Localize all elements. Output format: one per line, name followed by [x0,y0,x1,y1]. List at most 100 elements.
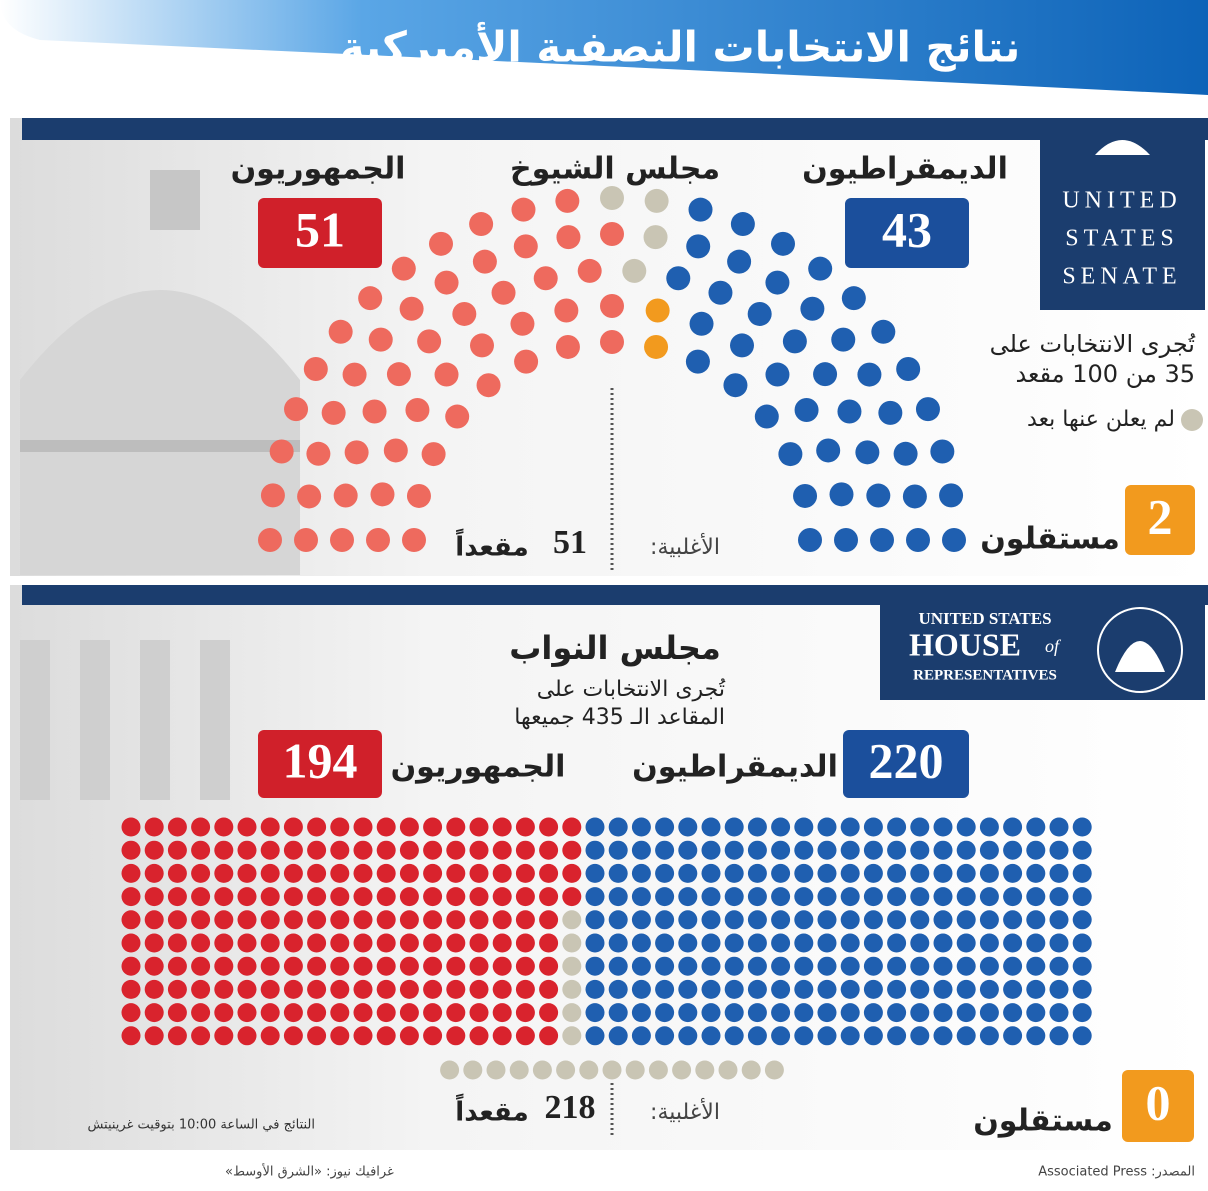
seat [1026,1003,1045,1022]
seat [354,841,373,860]
seat [145,910,164,929]
seat [330,887,349,906]
seat [1073,957,1092,976]
majority-label: الأغلبية: [650,533,720,560]
seat [214,910,233,929]
seat [493,980,512,999]
seat [122,818,141,837]
seat [470,333,494,357]
seat [191,934,210,953]
seat [586,980,605,999]
seat [748,302,772,326]
seat [930,439,954,463]
seat [1050,980,1069,999]
party-label: الديمقراطيون [802,152,1008,187]
seat [334,484,358,508]
seat [554,298,578,322]
seat [387,362,411,386]
seat [446,1003,465,1022]
seat [377,957,396,976]
seat [400,887,419,906]
seat [600,186,624,210]
seat [423,957,442,976]
seat [562,1026,581,1045]
seat [516,818,535,837]
seat [516,910,535,929]
seat [562,841,581,860]
seat [645,189,669,213]
seat [238,957,257,976]
seat [957,1003,976,1022]
independent-number: 2 [1148,488,1173,544]
seat [980,887,999,906]
seat [765,1061,784,1080]
seat [440,1061,459,1080]
seat [423,934,442,953]
seat [363,399,387,423]
seat [725,957,744,976]
seat [771,841,790,860]
seat [655,841,674,860]
seat [562,910,581,929]
seat [980,910,999,929]
seat [261,910,280,929]
seat [957,980,976,999]
house-logo-text: UNITED STATES [918,609,1051,628]
seat [1073,934,1092,953]
seat [539,957,558,976]
seat [1003,957,1022,976]
seat [794,841,813,860]
seat [562,887,581,906]
seat [690,312,714,336]
seat [446,864,465,883]
seat [586,818,605,837]
seat [841,957,860,976]
seat [864,980,883,999]
seat [1003,934,1022,953]
seat [957,1026,976,1045]
seat [910,1026,929,1045]
seat [842,286,866,310]
source: المصدر: Associated Press [1038,1165,1195,1180]
seat [748,887,767,906]
seat [957,910,976,929]
note: تُجرى الانتخابات على [537,677,726,702]
seat [384,438,408,462]
seat [957,841,976,860]
seat [980,957,999,976]
seat [511,198,535,222]
party-label: الجمهوريون [391,750,566,785]
seat [910,1003,929,1022]
seat [435,271,459,295]
seat [145,934,164,953]
seat [261,887,280,906]
infographic: نتائج الانتخابات النصفية الأميركية UNITE… [0,0,1208,1191]
seat [354,934,373,953]
seat [794,1003,813,1022]
seat [957,957,976,976]
seat [354,957,373,976]
seat [916,397,940,421]
senate-logo-text: SENATE [1062,264,1181,290]
seat [330,910,349,929]
seat [493,864,512,883]
seat [400,1003,419,1022]
credit: غرافيك نيوز: «الشرق الأوسط» [225,1163,394,1180]
seat [400,297,424,321]
seat [214,980,233,999]
seat [1050,841,1069,860]
seat [539,841,558,860]
seat [864,934,883,953]
seat [748,934,767,953]
seat [771,1003,790,1022]
seat [980,818,999,837]
seat [345,440,369,464]
seat [586,864,605,883]
seat [492,281,516,305]
seat [214,934,233,953]
seat [1050,864,1069,883]
seat [145,818,164,837]
seat [708,281,732,305]
seat [980,1003,999,1022]
seat [702,864,721,883]
